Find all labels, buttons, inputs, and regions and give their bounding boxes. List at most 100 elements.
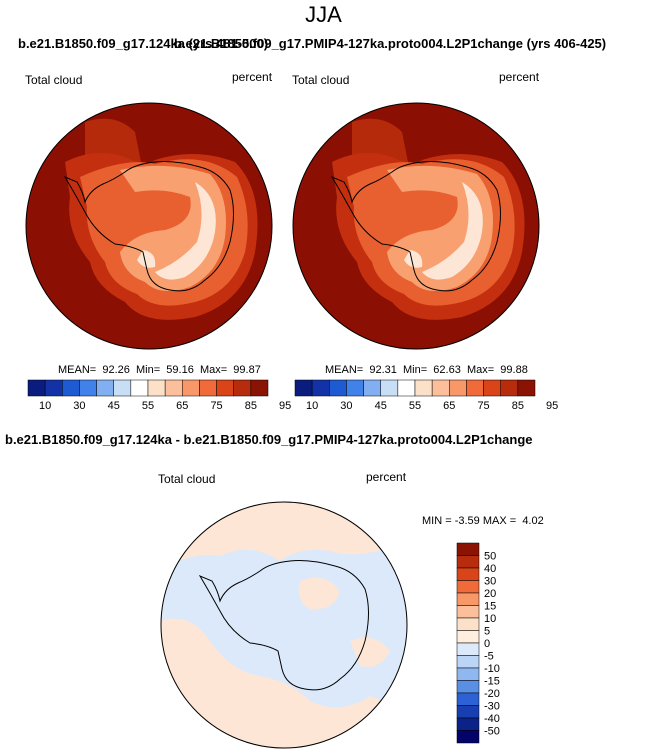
colorbar-swatch xyxy=(311,379,330,397)
antarctic-coastline xyxy=(198,560,369,691)
colorbar-tick-label: 10 xyxy=(484,613,496,625)
colorbar-swatch xyxy=(182,379,200,397)
positive-anomaly-region xyxy=(298,577,340,610)
colorbar-swatch xyxy=(397,379,416,397)
colorbar-swatch xyxy=(456,680,480,694)
colorbar-swatch xyxy=(456,655,480,669)
colorbar-tick-label: 45 xyxy=(108,400,120,412)
antarctic-coastline xyxy=(330,161,501,292)
colorbar-swatch xyxy=(62,379,80,397)
diff-stats: MIN = -3.59 MAX = 4.02 xyxy=(422,515,544,527)
colorbar-swatch xyxy=(456,667,480,681)
cloud-band xyxy=(404,250,423,268)
colorbar-swatch xyxy=(456,630,480,644)
colorbar-tick-label: 5 xyxy=(484,626,490,638)
colorbar-tick-label: -30 xyxy=(484,701,500,713)
colorbar-tick-label: 10 xyxy=(39,400,51,412)
cloud-band xyxy=(155,182,216,280)
diff-variable-label: Total cloud xyxy=(158,472,216,486)
panel1-units-label: percent xyxy=(232,70,273,84)
colorbar-tick-label: 40 xyxy=(484,563,496,575)
difference-title: b.e21.B1850.f09_g17.124ka - b.e21.B1850.… xyxy=(5,432,533,447)
colorbar-tick-label: 95 xyxy=(279,400,291,412)
colorbar-swatch xyxy=(27,379,46,397)
colorbar-tick-label: 95 xyxy=(546,400,558,412)
colorbar-swatch xyxy=(44,379,63,397)
antarctic-coastline xyxy=(63,161,234,292)
colorbar-tick-label: 20 xyxy=(484,588,496,600)
colorbar-tick-label: 45 xyxy=(375,400,387,412)
positive-anomaly-region xyxy=(161,618,407,748)
colorbar-tick-label: -40 xyxy=(484,713,500,725)
season-title: JJA xyxy=(305,2,342,27)
colorbar-tick-label: 0 xyxy=(484,638,490,650)
colorbar-swatch xyxy=(346,379,364,397)
colorbar-swatch xyxy=(113,379,132,397)
colorbar-tick-label: 50 xyxy=(484,551,496,563)
colorbar-swatch xyxy=(456,580,480,594)
colorbar-tick-label: 75 xyxy=(210,400,222,412)
cloud-band xyxy=(422,182,483,280)
colorbar-tick-label: 65 xyxy=(443,400,455,412)
colorbar-swatch xyxy=(466,379,484,397)
colorbar-swatch xyxy=(233,379,252,397)
colorbar-swatch xyxy=(164,379,183,397)
colorbar-tick-label: 30 xyxy=(340,400,352,412)
colorbar-tick-label: 15 xyxy=(484,601,496,613)
colorbar-swatch xyxy=(130,379,149,397)
colorbar-swatch xyxy=(456,592,480,606)
run-a-title: b.e21.B1850.f09_g17.124ka (yrs 481-500) xyxy=(18,36,269,51)
colorbar-tick-label: 30 xyxy=(484,576,496,588)
colorbar-swatch xyxy=(431,379,450,397)
colorbar-panel-2: 10 30 45 55 65 75 85 95 xyxy=(294,379,558,412)
panel2-variable-label: Total cloud xyxy=(292,73,350,87)
colorbar-swatch xyxy=(456,642,480,656)
cloud-band xyxy=(137,250,156,268)
colorbar-swatch xyxy=(216,379,234,397)
colorbar-swatch xyxy=(79,379,97,397)
colorbar-swatch xyxy=(414,379,433,397)
colorbar-swatch xyxy=(456,692,480,706)
colorbar-swatch xyxy=(449,379,467,397)
panel2-stats: MEAN= 92.31 Min= 62.63 Max= 99.88 xyxy=(325,364,528,376)
colorbar-swatch xyxy=(199,379,217,397)
map-panel-2 xyxy=(292,102,540,350)
colorbar-swatch xyxy=(456,555,480,569)
colorbar-swatch xyxy=(147,379,166,397)
colorbar-tick-label: 85 xyxy=(245,400,257,412)
colorbar-swatch xyxy=(517,379,536,397)
colorbar-swatch xyxy=(456,542,480,556)
colorbar-swatch xyxy=(456,717,480,731)
colorbar-tick-label: 55 xyxy=(409,400,421,412)
colorbar-tick-label: -5 xyxy=(484,651,494,663)
panel2-units-label: percent xyxy=(499,70,540,84)
map-panel-1 xyxy=(25,102,273,350)
colorbar-swatch xyxy=(329,379,347,397)
panel1-stats: MEAN= 92.26 Min= 59.16 Max= 99.87 xyxy=(58,364,261,376)
colorbar-tick-label: 10 xyxy=(306,400,318,412)
colorbar-swatch xyxy=(294,379,313,397)
colorbar-tick-label: -50 xyxy=(484,726,500,738)
colorbar-swatch xyxy=(456,617,480,631)
colorbar-tick-label: 55 xyxy=(142,400,154,412)
colorbar-tick-label: 75 xyxy=(477,400,489,412)
panel1-variable-label: Total cloud xyxy=(25,73,83,87)
colorbar-swatch xyxy=(483,379,501,397)
colorbar-tick-label: -10 xyxy=(484,663,500,675)
map-difference xyxy=(160,501,408,749)
colorbar-swatch xyxy=(456,705,480,719)
run-b-title: b.e21.B1850.f09_g17.PMIP4-127ka.proto004… xyxy=(174,36,607,51)
colorbar-swatch xyxy=(96,379,114,397)
colorbar-swatch xyxy=(456,567,480,581)
colorbar-swatch xyxy=(456,605,480,619)
diff-units-label: percent xyxy=(366,470,407,484)
colorbar-panel-1: 10 30 45 55 65 75 85 95 xyxy=(27,379,291,412)
colorbar-swatch xyxy=(363,379,381,397)
colorbar-tick-label: 30 xyxy=(73,400,85,412)
colorbar-swatch xyxy=(250,379,269,397)
colorbar-tick-label: 85 xyxy=(512,400,524,412)
colorbar-tick-label: -20 xyxy=(484,688,500,700)
colorbar-swatch xyxy=(456,730,480,744)
colorbar-tick-label: -15 xyxy=(484,676,500,688)
